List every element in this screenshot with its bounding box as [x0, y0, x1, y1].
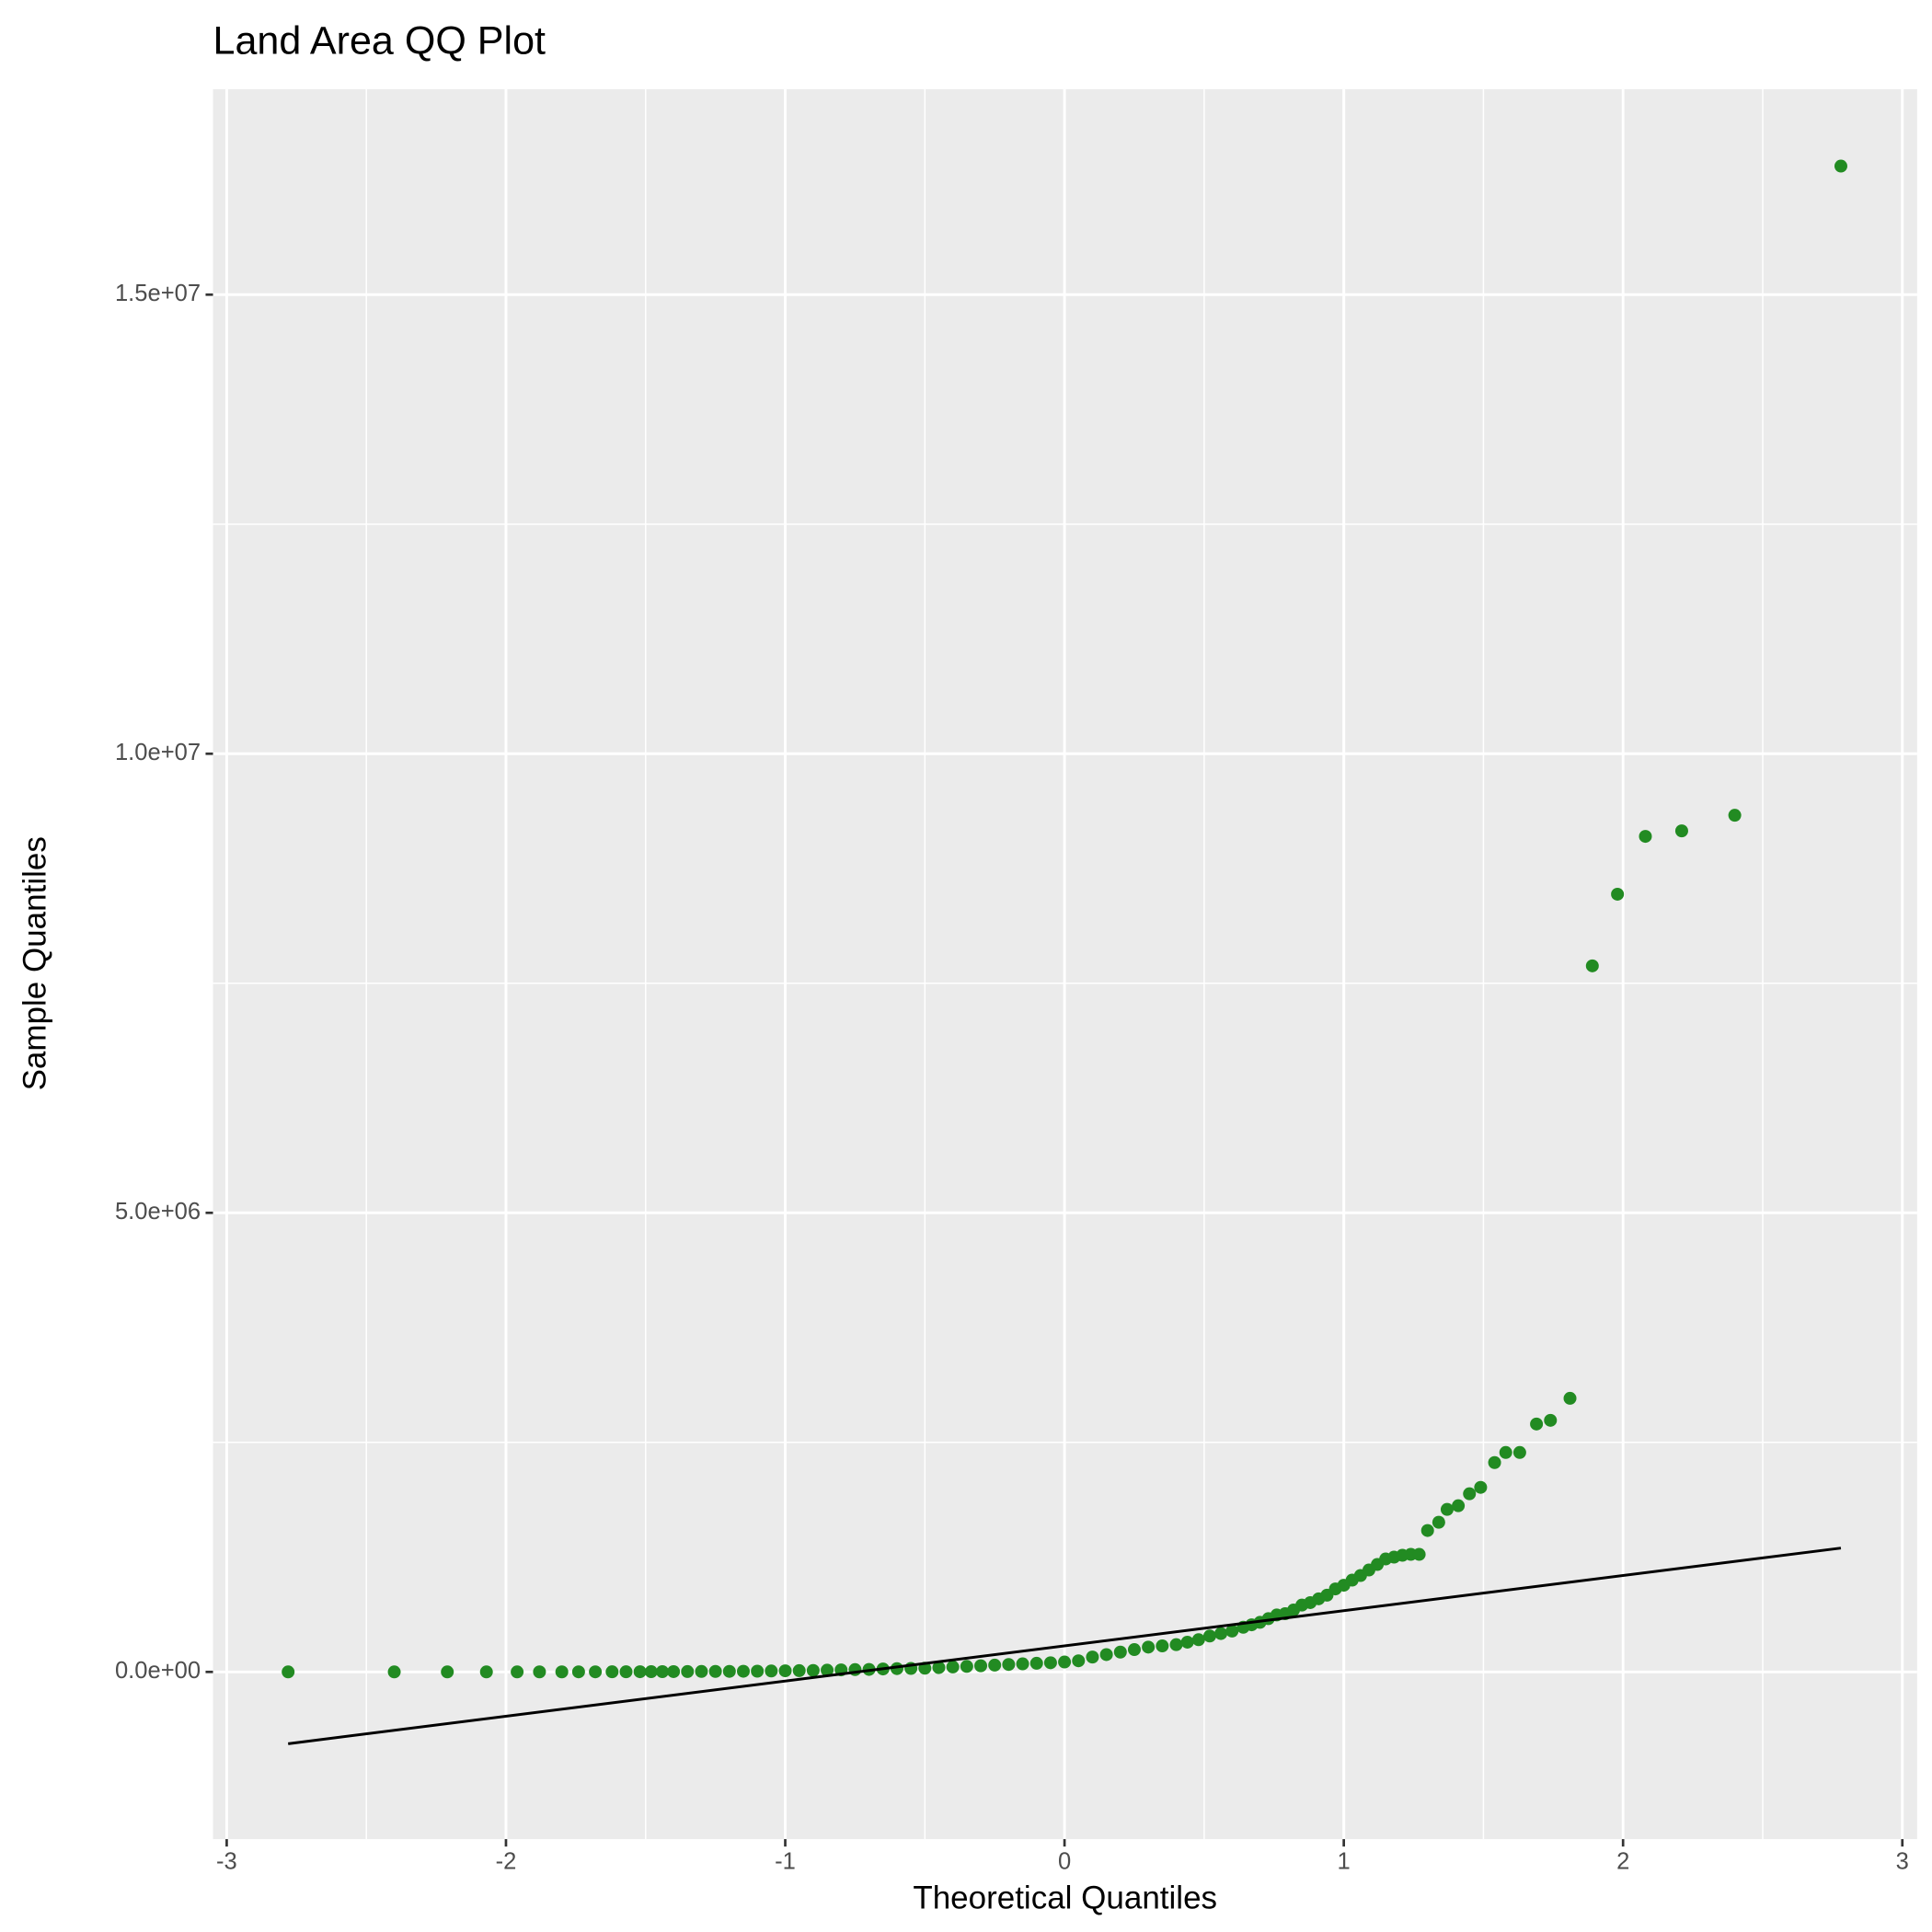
point [1488, 1455, 1501, 1469]
point [932, 1661, 946, 1674]
point [1086, 1650, 1099, 1664]
point [589, 1665, 603, 1679]
point [1563, 1391, 1577, 1405]
point [751, 1664, 765, 1678]
point [1002, 1658, 1016, 1672]
point [1058, 1655, 1072, 1669]
point [1512, 1445, 1526, 1459]
point [1225, 1624, 1239, 1638]
point [1463, 1487, 1477, 1501]
point [1728, 809, 1742, 822]
point [1499, 1445, 1512, 1459]
point [1530, 1417, 1544, 1431]
point [736, 1664, 750, 1678]
point [708, 1664, 722, 1678]
point [974, 1659, 988, 1673]
point [1202, 1629, 1216, 1643]
x-tick-label: 0 [1058, 1848, 1071, 1874]
point [1113, 1645, 1127, 1659]
point [1639, 830, 1652, 844]
point [792, 1663, 806, 1677]
point [644, 1665, 658, 1679]
x-tick-label: 3 [1896, 1848, 1909, 1874]
point [605, 1665, 619, 1679]
point [681, 1664, 695, 1678]
point [1127, 1643, 1141, 1657]
point [1043, 1656, 1057, 1670]
y-tick-label: 0.0e+00 [115, 1658, 201, 1684]
point [1016, 1657, 1029, 1671]
point [1834, 159, 1847, 173]
point [722, 1664, 736, 1678]
qq-line [288, 1547, 1842, 1745]
point [1440, 1502, 1454, 1516]
point [1214, 1627, 1228, 1640]
point [1544, 1413, 1558, 1427]
point [1169, 1638, 1183, 1651]
point [1142, 1640, 1156, 1654]
point [1674, 824, 1688, 838]
grid [213, 88, 1917, 1840]
chart-title: Land Area QQ Plot [213, 18, 546, 63]
point [533, 1665, 546, 1679]
point [1191, 1633, 1205, 1647]
point [633, 1665, 647, 1679]
point [1474, 1480, 1488, 1494]
point [441, 1665, 454, 1679]
point [667, 1664, 681, 1678]
point [1420, 1524, 1434, 1537]
point [1029, 1656, 1043, 1670]
y-axis-title: Sample Quantiles [17, 836, 53, 1090]
marks [282, 159, 1847, 1745]
point [960, 1660, 973, 1673]
x-tick-label: -1 [775, 1848, 796, 1874]
point [806, 1663, 820, 1677]
point [1412, 1547, 1426, 1561]
point [946, 1660, 960, 1673]
point [695, 1664, 708, 1678]
point [1099, 1648, 1113, 1662]
point [655, 1665, 669, 1679]
x-tick-label: 2 [1616, 1848, 1629, 1874]
point [1432, 1515, 1445, 1529]
point [988, 1658, 1002, 1672]
point [1611, 887, 1625, 901]
point [571, 1665, 585, 1679]
point [778, 1664, 792, 1678]
x-tick-label: -3 [216, 1848, 237, 1874]
y-tick-label: 1.0e+07 [115, 740, 201, 765]
x-axis-title: Theoretical Quantiles [913, 1880, 1217, 1915]
point [765, 1664, 778, 1678]
point [1585, 959, 1599, 972]
x-tick-label: -2 [496, 1848, 517, 1874]
x-tick-label: 1 [1338, 1848, 1351, 1874]
point [479, 1665, 493, 1679]
point [1180, 1635, 1194, 1649]
y-tick-label: 1.5e+07 [115, 281, 201, 306]
point [1156, 1639, 1169, 1653]
point [619, 1665, 633, 1679]
point [555, 1665, 569, 1679]
point [1452, 1499, 1466, 1512]
point [1072, 1654, 1086, 1668]
point [387, 1665, 401, 1679]
point [282, 1665, 295, 1679]
point [821, 1663, 834, 1677]
y-tick-label: 5.0e+06 [115, 1199, 201, 1225]
axes: -3 -2 -1 0 1 2 3 0.0e+00 5.0e+06 1.0e+07 1.5e+07 [115, 281, 1909, 1874]
point [511, 1665, 524, 1679]
